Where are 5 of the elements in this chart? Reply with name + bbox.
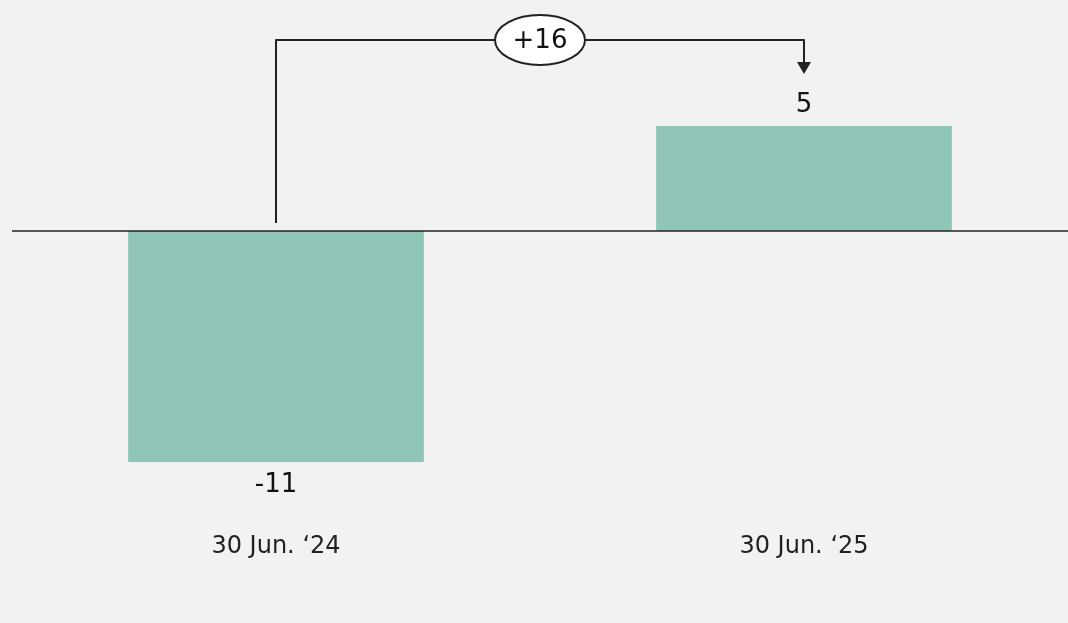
x-tick-label: 30 Jun. ‘24 xyxy=(211,530,341,559)
data-label: 5 xyxy=(795,87,813,118)
text: +16 xyxy=(512,23,568,54)
x-tick-label: 30 Jun. ‘25 xyxy=(739,530,869,559)
data-label: -11 xyxy=(254,467,298,498)
